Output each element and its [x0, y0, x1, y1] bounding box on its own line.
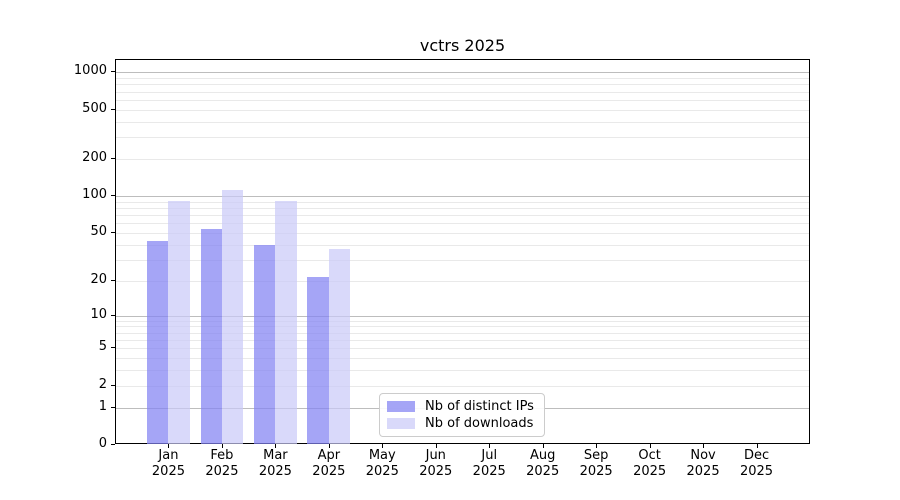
y-axis-tick: [111, 407, 115, 408]
y-axis-tick-label: 20: [90, 271, 107, 287]
legend: Nb of distinct IPs Nb of downloads: [379, 393, 545, 437]
minor-gridline: [116, 340, 809, 342]
chart-title: vctrs 2025: [419, 36, 506, 55]
minor-gridline: [116, 232, 809, 234]
minor-gridline: [116, 320, 809, 322]
minor-gridline: [116, 370, 809, 372]
major-gridline: [116, 196, 809, 198]
legend-item-distinct-ips: Nb of distinct IPs: [387, 398, 536, 415]
minor-gridline: [116, 385, 809, 387]
bar-distinct-ips-feb: [200, 228, 222, 444]
plot-area: [115, 59, 810, 444]
y-axis-tick: [111, 385, 115, 386]
minor-gridline: [116, 91, 809, 93]
x-axis-tick-label: Jan 2025: [151, 448, 185, 479]
x-axis-tick: [703, 444, 704, 448]
minor-gridline: [116, 109, 809, 111]
x-axis-tick-label: May 2025: [365, 448, 399, 479]
y-axis-tick: [111, 347, 115, 348]
minor-gridline: [116, 121, 809, 123]
x-axis-tick-label: Dec 2025: [739, 448, 774, 479]
minor-gridline: [116, 332, 809, 334]
minor-gridline: [116, 201, 809, 203]
y-axis-tick-label: 2: [98, 376, 107, 392]
y-axis-tick-label: 500: [82, 100, 107, 116]
x-axis-tick: [489, 444, 490, 448]
minor-gridline: [116, 326, 809, 328]
x-axis-tick-label: Feb 2025: [205, 448, 239, 479]
y-axis-tick-label: 0: [98, 436, 107, 451]
x-axis-tick: [329, 444, 330, 448]
y-axis-tick-label: 5: [98, 339, 107, 355]
y-axis-tick: [111, 444, 115, 445]
bar-downloads-feb: [221, 189, 244, 444]
x-axis-tick-label: Jun 2025: [419, 448, 453, 479]
y-axis-tick: [111, 195, 115, 196]
y-axis-tick-label: 50: [90, 223, 107, 239]
minor-gridline: [116, 280, 809, 282]
minor-gridline: [116, 158, 809, 160]
major-gridline: [116, 315, 809, 317]
bar-distinct-ips-jan: [147, 241, 169, 444]
x-axis-tick: [757, 444, 758, 448]
legend-label-downloads: Nb of downloads: [425, 416, 534, 431]
y-axis-tick: [111, 315, 115, 316]
x-axis-tick: [275, 444, 276, 448]
x-axis-tick-label: Aug 2025: [526, 448, 560, 479]
y-axis-tick: [111, 71, 115, 72]
bar-downloads-jan: [168, 201, 190, 444]
bar-distinct-ips-apr: [307, 277, 329, 444]
legend-label-distinct-ips: Nb of distinct IPs: [425, 399, 534, 414]
x-axis-tick-label: Nov 2025: [686, 448, 720, 479]
x-axis-tick-label: Sep 2025: [579, 448, 613, 479]
minor-gridline: [116, 207, 809, 209]
x-axis-tick-label: Oct 2025: [633, 448, 667, 479]
x-axis-tick: [382, 444, 383, 448]
y-axis-tick: [111, 109, 115, 110]
y-axis-tick-label: 100: [82, 187, 107, 203]
y-axis-tick-label: 1000: [73, 63, 107, 79]
y-axis-tick: [111, 158, 115, 159]
legend-swatch-downloads: [387, 418, 415, 429]
x-axis-tick: [222, 444, 223, 448]
minor-gridline: [116, 259, 809, 261]
x-axis-tick: [436, 444, 437, 448]
minor-gridline: [116, 223, 809, 225]
minor-gridline: [116, 84, 809, 86]
bar-downloads-mar: [275, 200, 297, 444]
minor-gridline: [116, 244, 809, 246]
bar-downloads-apr: [328, 249, 351, 444]
minor-gridline: [116, 215, 809, 217]
minor-gridline: [116, 99, 809, 101]
minor-gridline: [116, 137, 809, 139]
major-gridline: [116, 72, 809, 74]
y-axis-tick-label: 200: [82, 149, 107, 165]
minor-gridline: [116, 348, 809, 350]
minor-gridline: [116, 78, 809, 80]
x-axis-tick-label: Mar 2025: [258, 448, 292, 479]
y-axis-tick-label: 10: [90, 306, 107, 322]
x-axis-tick: [650, 444, 651, 448]
x-axis-tick-label: Apr 2025: [312, 448, 346, 479]
x-axis-tick: [596, 444, 597, 448]
minor-gridline: [116, 358, 809, 360]
bar-distinct-ips-mar: [253, 245, 276, 444]
y-axis-tick-label: 1: [98, 398, 107, 414]
x-axis-tick-label: Jul 2025: [472, 448, 506, 479]
x-axis-tick: [543, 444, 544, 448]
legend-swatch-distinct-ips: [387, 401, 415, 412]
y-axis-tick: [111, 232, 115, 233]
y-axis-tick: [111, 280, 115, 281]
legend-item-downloads: Nb of downloads: [387, 415, 536, 432]
x-axis-tick: [168, 444, 169, 448]
